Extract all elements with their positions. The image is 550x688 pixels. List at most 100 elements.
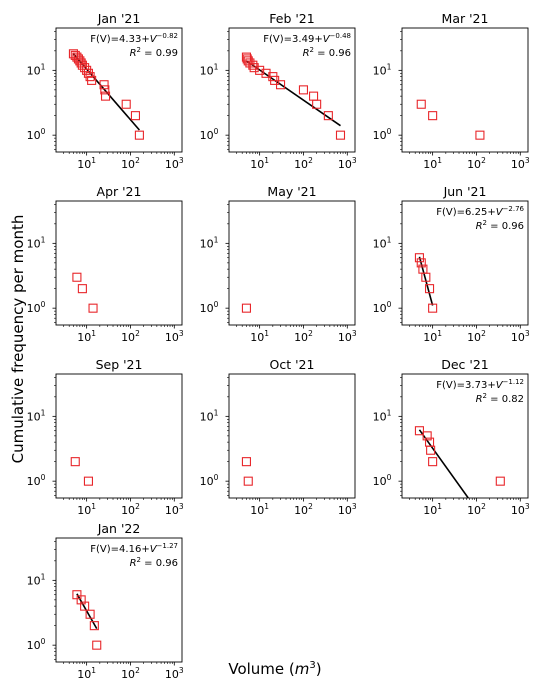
data-point — [134, 130, 144, 140]
panel-jan-21: Jan '21 101 102 103 100 101 F(V)=4.33+V−0.82R2… — [27, 11, 184, 171]
data-point — [243, 476, 253, 486]
data-point — [72, 272, 82, 282]
data-point — [241, 457, 251, 467]
axes-frame — [55, 27, 183, 153]
data-point — [248, 60, 258, 70]
panel-jan-22: Jan '22 101 102 103 100 101 F(V)=4.16+V−1.27R2… — [27, 521, 184, 681]
x-tick-label: 103 — [511, 329, 530, 344]
data-point — [428, 303, 438, 313]
panel-title: Dec '21 — [441, 357, 489, 372]
data-point — [83, 476, 93, 486]
data-point — [89, 621, 99, 631]
x-tick-label: 102 — [294, 502, 313, 517]
axes-frame — [228, 200, 356, 326]
data-point — [100, 85, 110, 95]
x-tick-label: 103 — [165, 156, 184, 171]
data-point — [323, 111, 333, 121]
x-tick-label: 102 — [294, 156, 313, 171]
axes-frame — [228, 373, 356, 499]
panel-apr-21: Apr '21 101 102 103 100 101 — [27, 184, 184, 344]
data-point — [428, 457, 438, 467]
panel-dec-21: Dec '21 101 102 103 100 101 F(V)=3.73+V−1.12R2… — [373, 357, 530, 517]
x-tick-label: 103 — [511, 156, 530, 171]
panel-oct-21: Oct '21 101 102 103 100 101 — [200, 357, 357, 517]
x-tick-label: 102 — [121, 329, 140, 344]
panel-title: Jan '22 — [97, 521, 141, 536]
y-tick-label: 101 — [200, 408, 219, 423]
panel-title: May '21 — [267, 184, 316, 199]
axes-frame — [401, 373, 529, 499]
data-point — [312, 99, 322, 109]
data-point — [70, 457, 80, 467]
panel-may-21: May '21 101 102 103 100 101 — [200, 184, 357, 344]
x-tick-label: 101 — [77, 502, 96, 517]
x-tick-label: 101 — [77, 329, 96, 344]
r-squared: R2 = 0.96 — [476, 219, 524, 232]
panel-feb-21: Feb '21 101 102 103 100 101 F(V)=3.49+V−0.48R2… — [200, 11, 357, 171]
data-point — [414, 253, 424, 263]
r-squared: R2 = 0.82 — [476, 392, 524, 405]
data-point — [99, 80, 109, 90]
data-point — [88, 303, 98, 313]
data-point — [83, 68, 93, 78]
data-point — [421, 272, 431, 282]
data-point — [309, 91, 319, 101]
x-tick-label: 101 — [77, 666, 96, 681]
data-point — [414, 426, 424, 436]
x-tick-label: 103 — [165, 666, 184, 681]
y-tick-label: 101 — [200, 235, 219, 250]
fit-line — [76, 593, 98, 630]
data-point — [87, 75, 97, 85]
data-point — [241, 303, 251, 313]
data-point — [424, 284, 435, 294]
data-point — [80, 601, 90, 611]
axes-frame — [55, 537, 183, 663]
panel-jun-21: Jun '21 101 102 103 100 101 F(V)=6.25+V−2.76R2… — [373, 184, 530, 344]
panel-sep-21: Sep '21 101 102 103 100 101 — [27, 357, 184, 517]
data-point — [85, 609, 95, 619]
x-tick-label: 103 — [338, 156, 357, 171]
panel-title: Jun '21 — [443, 184, 487, 199]
y-tick-label: 100 — [27, 637, 46, 652]
x-tick-label: 102 — [467, 502, 486, 517]
y-tick-label: 101 — [27, 235, 46, 250]
data-point — [92, 640, 102, 650]
x-tick-label: 102 — [467, 329, 486, 344]
y-tick-label: 100 — [27, 127, 46, 142]
data-point — [249, 63, 259, 73]
y-tick-label: 101 — [373, 408, 392, 423]
x-tick-label: 101 — [423, 329, 442, 344]
x-tick-label: 103 — [165, 329, 184, 344]
r-squared: R2 = 0.96 — [130, 556, 178, 569]
panel-title: Mar '21 — [442, 11, 489, 26]
data-point — [416, 258, 426, 268]
data-point — [428, 111, 438, 121]
r-squared: R2 = 0.99 — [130, 46, 178, 59]
panel-title: Sep '21 — [96, 357, 143, 372]
r-squared: R2 = 0.96 — [303, 46, 351, 59]
fit-equation: F(V)=3.73+V−1.12 — [436, 378, 524, 391]
panel-title: Oct '21 — [270, 357, 315, 372]
data-point — [130, 111, 141, 121]
y-tick-label: 100 — [27, 300, 46, 315]
x-tick-label: 102 — [294, 329, 313, 344]
x-label-prefix: Volume ( — [228, 660, 295, 678]
axes-frame — [401, 27, 529, 153]
y-tick-label: 101 — [27, 62, 46, 77]
x-tick-label: 101 — [77, 156, 96, 171]
data-point — [77, 284, 87, 294]
panel-title: Jan '21 — [97, 11, 141, 26]
fit-equation: F(V)=6.25+V−2.76 — [436, 205, 524, 218]
y-tick-label: 100 — [373, 473, 392, 488]
y-tick-label: 101 — [200, 62, 219, 77]
y-tick-label: 100 — [200, 473, 219, 488]
x-tick-label: 101 — [423, 502, 442, 517]
x-tick-label: 101 — [423, 156, 442, 171]
data-point — [121, 99, 131, 109]
x-label-exponent: 3 — [309, 660, 316, 671]
fit-line — [418, 429, 469, 498]
x-tick-label: 101 — [250, 156, 269, 171]
y-tick-label: 100 — [373, 300, 392, 315]
data-point — [416, 99, 426, 109]
